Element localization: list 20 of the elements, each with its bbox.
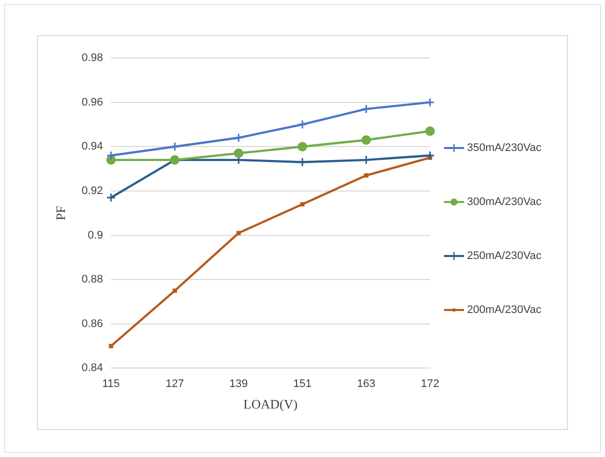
y-tick-label: 0.92 — [82, 184, 104, 197]
y-tick-label: 0.9 — [88, 229, 104, 242]
legend-label: 350mA/230Vac — [467, 142, 542, 154]
y-tick-label: 0.96 — [82, 96, 104, 108]
x-tick-label: 139 — [229, 378, 248, 390]
legend-label: 200mA/230Vac — [467, 304, 542, 316]
y-tick-label: 0.88 — [82, 274, 104, 286]
x-tick-label: 115 — [102, 378, 120, 390]
y-tick-label: 0.94 — [82, 140, 104, 153]
x-tick-label: 151 — [293, 378, 312, 390]
y-tick-label: 0.98 — [82, 52, 104, 64]
x-tick-label: 163 — [357, 378, 376, 390]
y-tick-label: 0.84 — [82, 362, 104, 374]
legend-label: 300mA/230Vac — [467, 196, 542, 208]
x-axis-title: LOAD(V) — [243, 396, 298, 412]
y-axis-title: PF — [53, 206, 68, 220]
x-tick-label: 127 — [166, 378, 184, 390]
legend-label: 250mA/230Vac — [467, 250, 542, 262]
x-tick-label: 172 — [420, 378, 440, 390]
y-tick-label: 0.86 — [82, 318, 104, 330]
